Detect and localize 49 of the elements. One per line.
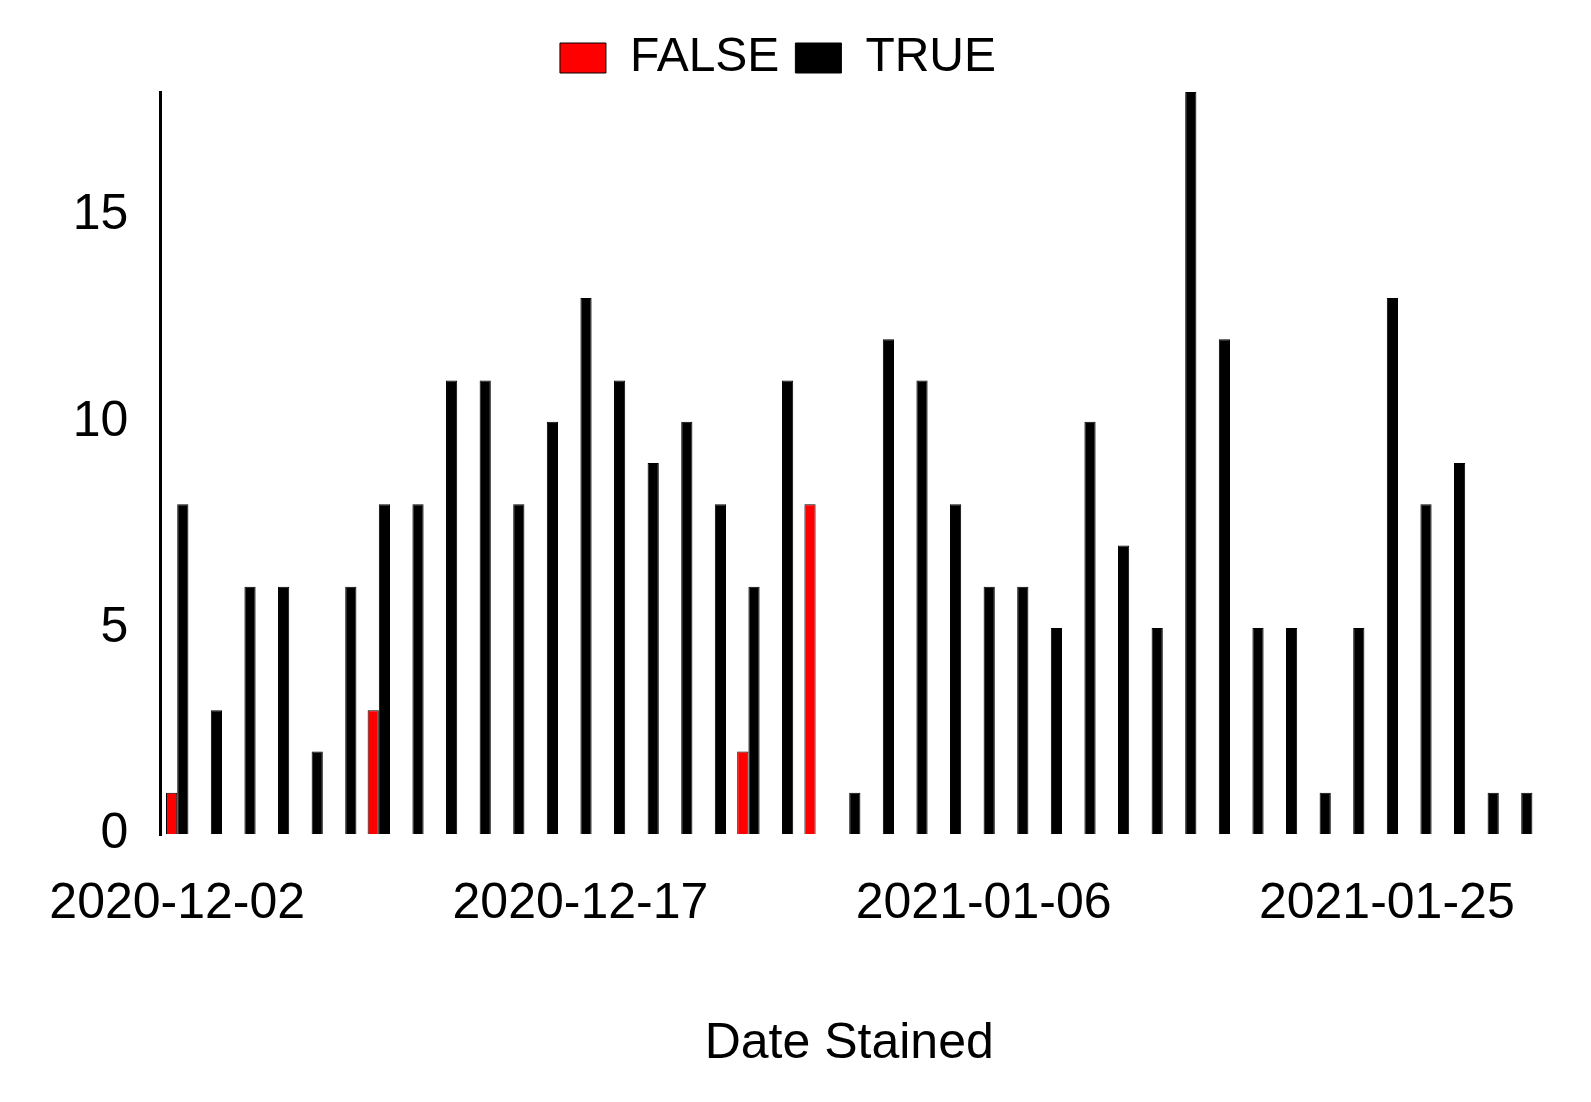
bar	[1286, 627, 1298, 834]
bar	[1151, 627, 1163, 834]
bar	[1252, 627, 1264, 834]
legend-label: TRUE	[865, 28, 997, 82]
bar	[244, 586, 256, 834]
bar	[278, 586, 290, 834]
bar	[1386, 298, 1398, 834]
bar	[1050, 627, 1063, 834]
bar	[446, 380, 458, 834]
bar	[1017, 586, 1029, 834]
bar	[1487, 792, 1499, 834]
bar	[580, 298, 592, 834]
legend-label: FALSE	[629, 28, 780, 82]
bar	[479, 380, 491, 834]
bar	[782, 380, 794, 834]
x-tick-label: 2021-01-06	[855, 872, 1112, 929]
bar	[1420, 504, 1432, 834]
bar	[546, 421, 559, 834]
x-tick-label: 2020-12-17	[452, 872, 709, 929]
bar	[210, 710, 223, 834]
bar	[311, 751, 323, 834]
bar	[378, 504, 391, 834]
bar	[916, 380, 928, 834]
bar	[412, 504, 424, 834]
bar	[714, 504, 727, 834]
x-tick-label: 2021-01-25	[1258, 872, 1515, 929]
x-axis-title: Date Stained	[704, 1012, 994, 1069]
bar	[681, 421, 693, 834]
bar	[1521, 792, 1533, 834]
y-tick-label: 15	[72, 184, 129, 241]
x-tick-label: 2020-12-02	[49, 872, 306, 929]
bar	[345, 586, 357, 834]
bar	[1319, 792, 1331, 834]
bar	[1353, 627, 1365, 834]
bar	[1218, 339, 1230, 834]
bar	[1084, 421, 1096, 834]
bar	[1454, 463, 1466, 834]
bar	[647, 463, 659, 834]
bar	[950, 504, 962, 834]
bar	[513, 504, 525, 834]
bar	[1118, 545, 1130, 834]
bar	[614, 380, 626, 834]
bar	[1185, 92, 1197, 834]
y-tick-label: 0	[100, 802, 129, 859]
bar	[983, 586, 995, 834]
bar	[882, 339, 895, 834]
bar	[849, 792, 861, 834]
y-tick-label: 5	[100, 596, 129, 653]
y-tick-label: 10	[72, 390, 129, 447]
